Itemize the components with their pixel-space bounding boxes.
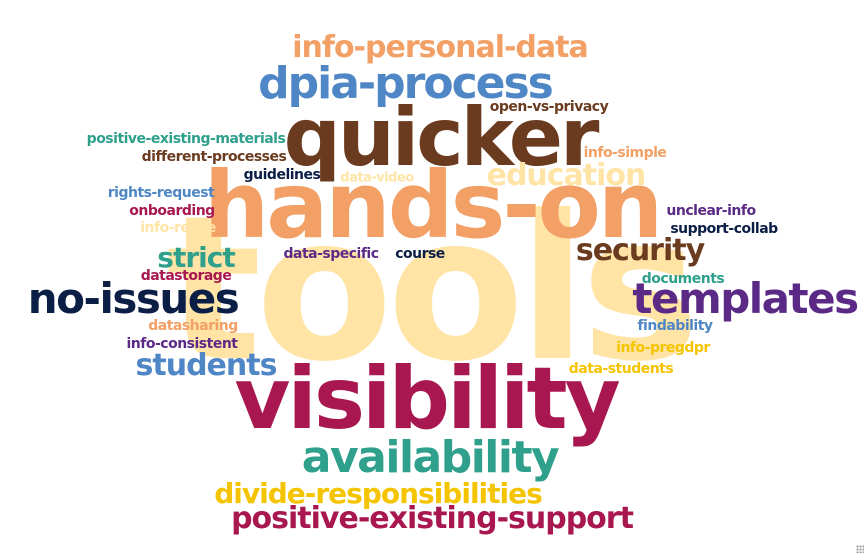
word-hands-on: hands-on [203, 152, 664, 259]
word-info-personal-data: info-personal-data [292, 30, 588, 65]
word-data-video: data-video [340, 170, 414, 186]
word-info-reuse: info-reuse [140, 220, 216, 236]
word-divide-responsibilities: divide-responsibilities [214, 477, 543, 510]
word-positive-existing-materials: positive-existing-materials [86, 131, 286, 147]
word-students: students [135, 348, 278, 383]
word-guidelines: guidelines [243, 167, 321, 183]
word-info-consistent: info-consistent [126, 336, 238, 352]
word-findability: findability [637, 318, 713, 334]
word-support-collab: support-collab [670, 221, 778, 237]
word-tools: tools [165, 173, 700, 406]
word-info-pregdpr: info-pregdpr [616, 340, 710, 356]
word-templates: templates [632, 274, 859, 323]
word-no-issues: no-issues [27, 274, 240, 323]
word-datasharing: datasharing [148, 318, 238, 334]
word-info-simple: info-simple [583, 145, 667, 161]
word-data-specific: data-specific [283, 246, 379, 262]
word-unclear-info: unclear-info [666, 203, 756, 219]
word-data-students: data-students [568, 361, 674, 377]
word-quicker: quicker [283, 91, 600, 184]
word-open-vs-privacy: open-vs-privacy [489, 99, 609, 115]
word-course: course [395, 246, 445, 262]
word-datastorage: datastorage [140, 268, 232, 284]
word-different-processes: different-processes [141, 149, 287, 165]
word-availability: availability [301, 432, 560, 483]
word-positive-existing-support: positive-existing-support [231, 501, 634, 536]
word-documents: documents [641, 271, 725, 287]
word-dpia-process: dpia-process [258, 58, 554, 109]
resize-grip[interactable] [856, 545, 864, 553]
word-strict: strict [157, 241, 235, 274]
word-onboarding: onboarding [129, 203, 215, 219]
word-visibility: visibility [234, 349, 620, 449]
word-security: security [575, 233, 705, 268]
word-rights-request: rights-request [107, 185, 215, 201]
word-education: education [486, 158, 647, 193]
